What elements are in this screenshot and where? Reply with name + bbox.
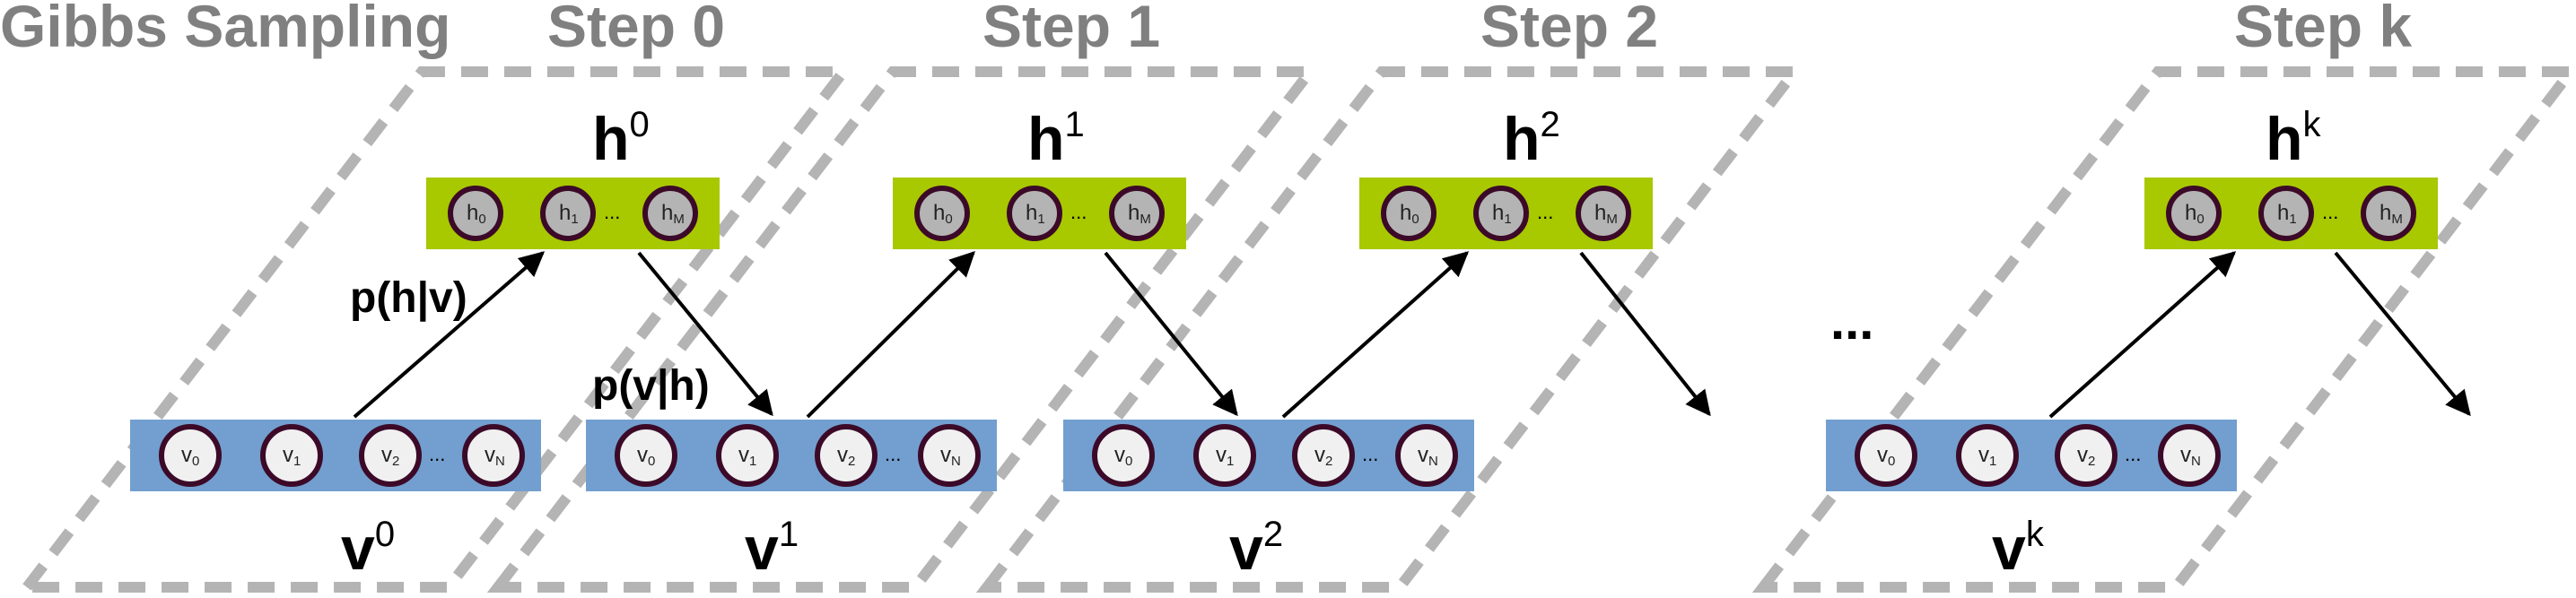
step-label-3: Step k [2234, 0, 2412, 59]
step-label-2: Step 2 [1480, 0, 1658, 59]
unit-ellipsis: ... [885, 443, 901, 465]
step-frames [15, 66, 2576, 593]
visible-unit-N: vN [462, 424, 525, 487]
hidden-unit-M: hM [642, 186, 698, 241]
visible-state-label-0: v0 [341, 515, 395, 583]
hidden-unit-0: h0 [448, 186, 503, 241]
visible-unit-N: vN [2158, 424, 2221, 487]
unit-ellipsis: ... [1362, 443, 1378, 465]
unit-ellipsis: ... [604, 201, 620, 223]
visible-unit-1: v1 [1193, 424, 1256, 487]
hidden-unit-0: h0 [914, 186, 970, 241]
hidden-layer-3: h0 h1 hM... [2144, 178, 2438, 249]
unit-ellipsis: ... [1537, 201, 1553, 223]
sampling-arrow-1 [637, 251, 773, 417]
unit-ellipsis: ... [1070, 201, 1087, 223]
hidden-unit-M: hM [2361, 186, 2416, 241]
visible-unit-N: vN [918, 424, 981, 487]
hidden-unit-0: h0 [1381, 186, 1436, 241]
visible-unit-2: v2 [1292, 424, 1355, 487]
visible-unit-2: v2 [359, 424, 422, 487]
sampling-arrow-0 [353, 251, 546, 419]
sampling-arrow-3 [1104, 251, 1238, 417]
hidden-unit-0: h0 [2166, 186, 2222, 241]
sampling-arrow-2 [806, 251, 975, 419]
hidden-layer-2: h0 h1 hM... [1359, 178, 1653, 249]
step-frame-2 [975, 66, 1806, 593]
sampling-arrow-6 [2048, 251, 2237, 419]
visible-state-label-3: vk [1992, 515, 2045, 583]
step-frame-1 [486, 66, 1322, 593]
hidden-state-label-0: h0 [592, 105, 650, 173]
visible-layer-3: v0 v1 v2 vN... [1826, 420, 2237, 491]
hidden-state-label-3: hk [2266, 105, 2322, 173]
hidden-unit-1: h1 [540, 186, 596, 241]
sampling-arrow-5 [1579, 251, 1711, 417]
h-given-v-label: p(h|v) [350, 274, 467, 322]
visible-unit-1: v1 [1956, 424, 2019, 487]
visible-layer-1: v0 v1 v2 vN... [586, 420, 997, 491]
layers: h0 h1 hM... h0 h1 hM... h0 h1 hM... h0 h1 hM... v0 v1… [130, 178, 2438, 491]
visible-unit-2: v2 [2055, 424, 2118, 487]
visible-unit-0: v0 [1855, 424, 1917, 487]
visible-unit-0: v0 [615, 424, 677, 487]
step-label-1: Step 1 [982, 0, 1160, 59]
visible-unit-2: v2 [815, 424, 878, 487]
steps-ellipsis: ... [1830, 292, 1873, 351]
hidden-layer-0: h0 h1 hM... [426, 178, 720, 249]
unit-ellipsis: ... [2322, 201, 2338, 223]
hidden-state-label-1: h1 [1027, 105, 1085, 173]
step-frame-3 [1751, 66, 2576, 593]
hidden-unit-1: h1 [2258, 186, 2314, 241]
v-given-h-label: p(v|h) [592, 362, 710, 410]
hidden-unit-1: h1 [1473, 186, 1529, 241]
step-frame-0 [15, 66, 855, 593]
unit-ellipsis: ... [2125, 443, 2141, 465]
visible-layer-2: v0 v1 v2 vN... [1063, 420, 1474, 491]
sampling-arrow-4 [1281, 251, 1470, 419]
unit-ellipsis: ... [429, 443, 445, 465]
hidden-layer-1: h0 h1 hM... [893, 178, 1186, 249]
hidden-unit-1: h1 [1007, 186, 1062, 241]
hidden-state-label-2: h2 [1503, 105, 1560, 173]
visible-unit-1: v1 [260, 424, 323, 487]
visible-state-label-2: v2 [1229, 515, 1283, 583]
visible-state-label-1: v1 [745, 515, 799, 583]
visible-unit-N: vN [1395, 424, 1458, 487]
step-label-0: Step 0 [547, 0, 725, 59]
visible-unit-0: v0 [1092, 424, 1155, 487]
visible-unit-0: v0 [159, 424, 222, 487]
visible-unit-1: v1 [716, 424, 779, 487]
hidden-unit-M: hM [1576, 186, 1631, 241]
visible-layer-0: v0 v1 v2 vN... [130, 420, 541, 491]
step-labels: Step 0 Step 1 Step 2 Step k [547, 0, 2412, 59]
hidden-unit-M: hM [1109, 186, 1165, 241]
layer-labels: h0 v0 h1 v1 h2 v2 hk vk [341, 105, 2322, 583]
sampling-arrow-7 [2334, 251, 2471, 417]
sampling-arrows [353, 251, 2471, 419]
diagram-title: Gibbs Sampling [0, 0, 450, 59]
